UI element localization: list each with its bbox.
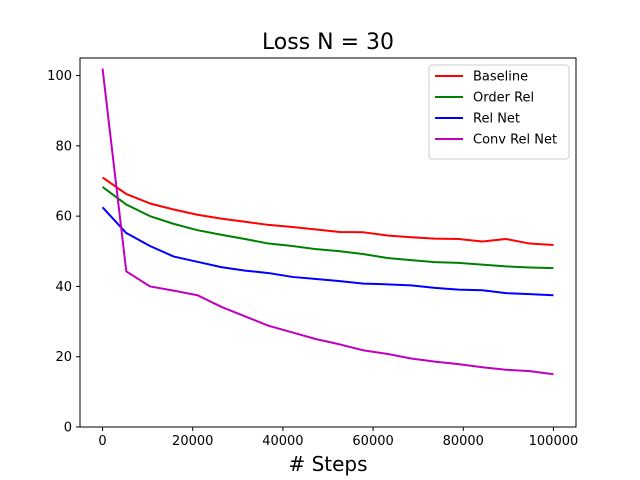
series-line-3: [101, 68, 554, 376]
x-tick-label-4: 80000: [443, 434, 484, 449]
series-line-1: [101, 186, 554, 270]
legend-label-0: Baseline: [473, 70, 528, 85]
y-tick-label-0: 0: [64, 421, 72, 436]
series-layer: [101, 68, 554, 376]
x-axis: 0 20000 40000 60000 80000 100000: [98, 427, 578, 449]
x-tick-label-1: 20000: [172, 434, 213, 449]
y-tick-label-1: 20: [55, 350, 72, 365]
series-line-0: [101, 176, 554, 246]
chart-title: Loss N = 30: [262, 30, 394, 55]
y-axis: 0 20 40 60 80 100: [47, 69, 80, 436]
y-tick-label-5: 100: [47, 69, 72, 84]
legend-label-1: Order Rel: [473, 91, 534, 106]
x-tick-label-2: 40000: [262, 434, 303, 449]
x-axis-label: # Steps: [288, 452, 367, 476]
plot-frame: [79, 57, 577, 428]
x-tick-label-5: 100000: [529, 434, 579, 449]
y-tick-label-2: 40: [55, 280, 72, 295]
x-tick-label-0: 0: [98, 434, 106, 449]
x-tick-label-3: 60000: [352, 434, 393, 449]
y-tick-label-4: 80: [55, 139, 72, 154]
legend-label-2: Rel Net: [473, 112, 520, 127]
y-tick-label-3: 60: [55, 210, 72, 225]
legend-label-3: Conv Rel Net: [473, 133, 557, 148]
legend-box: [428, 64, 570, 160]
legend: Baseline Order Rel Rel Net Conv Rel Net: [428, 64, 570, 160]
series-line-2: [101, 206, 554, 297]
